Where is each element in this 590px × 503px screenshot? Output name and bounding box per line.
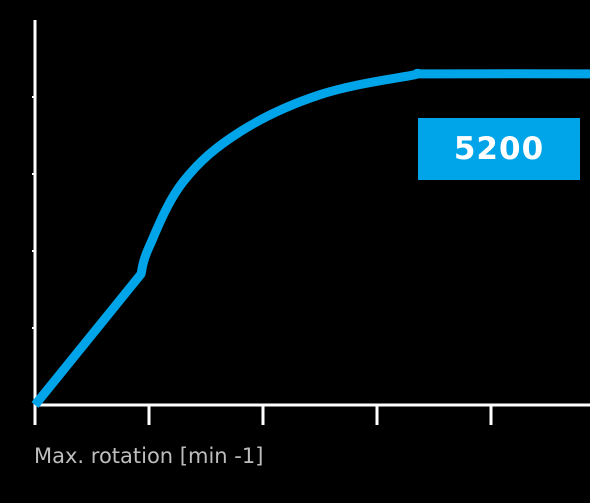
x-axis-label: Max. rotation [min -1] [34, 444, 264, 468]
y-axis [32, 20, 37, 405]
x-axis [33, 403, 590, 425]
series-line [31, 68, 590, 408]
max-value-badge: 5200 [418, 118, 580, 180]
series-group [31, 68, 590, 408]
